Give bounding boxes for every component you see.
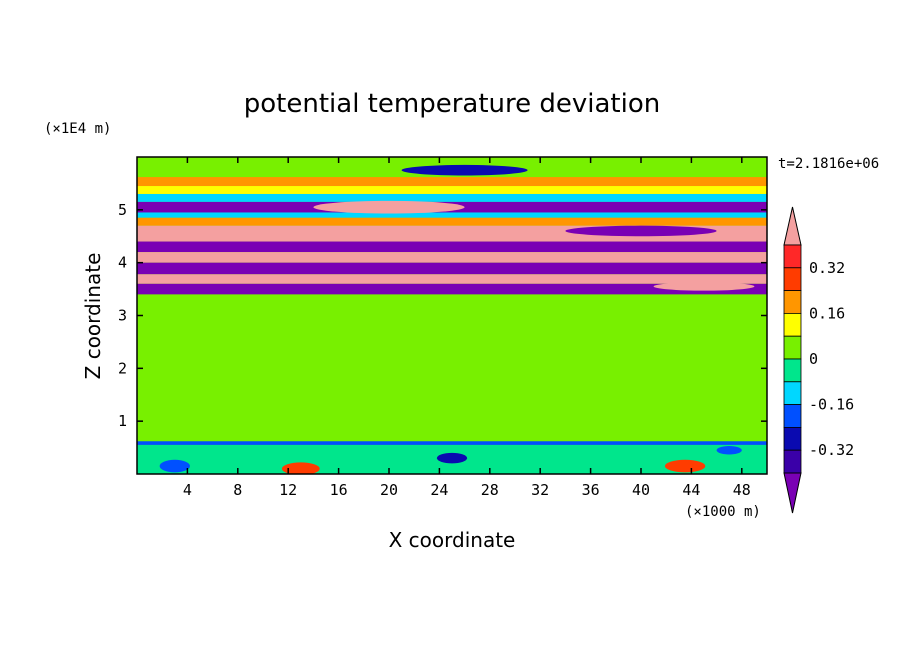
colorbar-segment bbox=[783, 358, 802, 383]
x-tick-label: 32 bbox=[531, 481, 549, 499]
colorbar-segment bbox=[783, 244, 802, 269]
colorbar-upper-triangle bbox=[783, 206, 802, 246]
x-tick-label: 36 bbox=[582, 481, 600, 499]
contour-blob bbox=[313, 200, 465, 214]
x-tick-label: 48 bbox=[733, 481, 751, 499]
contour-band bbox=[137, 262, 767, 275]
contour-blob bbox=[653, 282, 755, 291]
colorbar-tick-label: 0.16 bbox=[809, 304, 845, 322]
contour-band bbox=[137, 274, 767, 284]
colorbar-segment bbox=[783, 381, 802, 405]
x-tick-label: 4 bbox=[183, 481, 192, 499]
x-tick-label: 24 bbox=[430, 481, 448, 499]
x-tick-label: 12 bbox=[279, 481, 297, 499]
colorbar: 0.32 0.16 0 -0.16 -0.32 bbox=[783, 206, 854, 514]
y-axis-unit: (×1E4 m) bbox=[44, 121, 111, 137]
colorbar-tick-label: -0.32 bbox=[809, 441, 854, 459]
contour-blob bbox=[664, 459, 706, 473]
colorbar-tick-label: -0.16 bbox=[809, 396, 854, 414]
y-tick-label: 4 bbox=[118, 254, 127, 272]
contour-blob bbox=[149, 227, 326, 240]
y-tick-label: 1 bbox=[118, 412, 127, 430]
contour-blob bbox=[436, 452, 468, 464]
contour-band bbox=[137, 193, 767, 202]
x-tick-label: 16 bbox=[330, 481, 348, 499]
x-tick-label: 44 bbox=[682, 481, 700, 499]
contour-blob bbox=[401, 164, 528, 176]
x-tick-label: 8 bbox=[233, 481, 242, 499]
chart-title: potential temperature deviation bbox=[244, 89, 660, 119]
contour-blob bbox=[716, 445, 742, 455]
contour-band bbox=[137, 217, 767, 226]
plot-area bbox=[137, 157, 767, 474]
time-label: t=2.1816e+06 bbox=[778, 156, 879, 172]
colorbar-segment bbox=[783, 404, 802, 428]
x-tick-label: 20 bbox=[380, 481, 398, 499]
colorbar-segment bbox=[783, 267, 802, 291]
contour-band bbox=[137, 212, 767, 218]
colorbar-lower-triangle bbox=[783, 472, 802, 514]
y-tick-label: 2 bbox=[118, 359, 127, 377]
colorbar-segment bbox=[783, 449, 802, 474]
contour-band bbox=[137, 283, 767, 295]
contour-band bbox=[137, 186, 767, 194]
colorbar-segment bbox=[783, 290, 802, 314]
contour-band bbox=[137, 252, 767, 263]
x-axis-label: X coordinate bbox=[389, 528, 516, 552]
y-tick-label: 3 bbox=[118, 307, 127, 325]
y-axis-label: Z coordinate bbox=[81, 253, 105, 380]
colorbar-segment bbox=[783, 335, 802, 360]
colorbar-segment bbox=[783, 426, 802, 451]
x-tick-label: 40 bbox=[632, 481, 650, 499]
contour-blob bbox=[159, 459, 190, 473]
contour-blob bbox=[281, 462, 320, 474]
colorbar-tick-label: 0.32 bbox=[809, 259, 845, 277]
y-tick-label: 5 bbox=[118, 201, 127, 219]
x-tick-label: 28 bbox=[481, 481, 499, 499]
contour-band bbox=[137, 177, 767, 187]
x-axis: 4 8 12 16 20 24 28 32 36 40 44 48 bbox=[183, 157, 751, 499]
y-axis: 1 2 3 4 5 bbox=[118, 201, 767, 430]
colorbar-tick-label: 0 bbox=[809, 350, 818, 368]
colorbar-segment bbox=[783, 312, 802, 337]
x-axis-unit: (×1000 m) bbox=[685, 504, 761, 520]
contour-band bbox=[137, 241, 767, 253]
contour-band bbox=[137, 441, 767, 445]
contour-blob bbox=[565, 225, 717, 237]
